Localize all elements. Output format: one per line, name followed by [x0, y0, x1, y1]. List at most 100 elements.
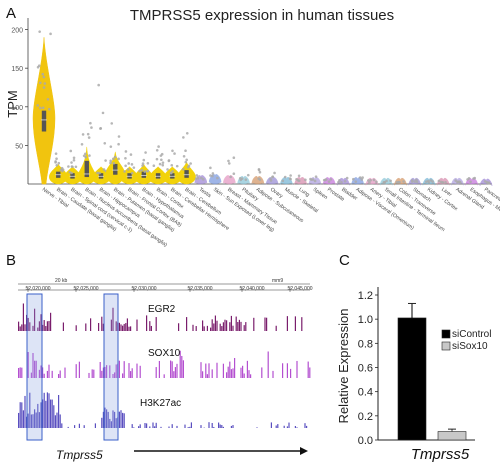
signal-bar — [205, 364, 206, 378]
outlier-point — [368, 181, 371, 184]
coordinate-label: 52,030,000 — [131, 286, 156, 292]
signal-bar — [124, 361, 125, 378]
outlier-point — [41, 73, 44, 76]
signal-bar — [236, 317, 237, 331]
violin-box — [113, 164, 117, 175]
outlier-point — [216, 177, 219, 180]
outlier-point — [114, 156, 117, 159]
signal-bar — [101, 317, 102, 331]
outlier-point — [369, 179, 372, 182]
outlier-point — [55, 164, 58, 167]
signal-bar — [277, 424, 278, 428]
outlier-point — [315, 175, 318, 178]
signal-bar — [208, 363, 209, 378]
signal-bar — [296, 361, 297, 378]
outlier-point — [61, 170, 64, 173]
signal-bar — [247, 361, 248, 378]
signal-bar — [207, 326, 208, 331]
signal-bar — [172, 361, 173, 378]
signal-bar — [146, 423, 147, 428]
chart-c-ytick-label: 1.0 — [358, 314, 373, 326]
signal-bar — [74, 425, 75, 428]
signal-bar — [52, 400, 53, 428]
signal-bar — [226, 320, 227, 331]
signal-bar — [232, 368, 233, 378]
chart-a-xtick-label: Spleen — [312, 187, 329, 201]
signal-bar — [45, 401, 46, 428]
signal-bar — [229, 322, 230, 331]
signal-bar — [48, 393, 49, 428]
panel-letter-c: C — [339, 252, 350, 269]
signal-bar — [130, 371, 131, 378]
signal-bar — [213, 427, 214, 428]
chart-c-ytick-label: 0.2 — [358, 411, 373, 423]
signal-bar — [132, 424, 133, 428]
outlier-point — [425, 180, 428, 183]
signal-bar — [176, 364, 177, 378]
outlier-point — [48, 108, 51, 111]
signal-bar — [290, 369, 291, 378]
outlier-point — [104, 159, 107, 162]
chart-c-ytick-label: 0.0 — [358, 435, 373, 447]
outlier-point — [233, 172, 236, 175]
signal-bar — [21, 402, 22, 428]
signal-bar — [24, 396, 25, 428]
signal-bar — [272, 371, 273, 378]
signal-bar — [240, 368, 241, 378]
signal-bar — [191, 422, 192, 428]
outlier-point — [227, 160, 230, 163]
signal-bar — [55, 415, 56, 428]
outlier-point — [75, 165, 78, 168]
signal-bar — [127, 318, 128, 331]
outlier-point — [273, 172, 276, 175]
outlier-point — [361, 178, 364, 181]
outlier-point — [131, 163, 134, 166]
signal-bar — [119, 361, 120, 378]
outlier-point — [162, 161, 165, 164]
outlier-point — [84, 153, 87, 156]
signal-bar — [136, 364, 137, 378]
outlier-point — [245, 178, 248, 181]
signal-bar — [212, 423, 213, 428]
signal-bar — [306, 426, 307, 428]
signal-bar — [232, 326, 233, 331]
outlier-point — [196, 174, 199, 177]
outlier-point — [49, 33, 52, 36]
signal-bar — [23, 410, 24, 428]
signal-bar — [200, 362, 201, 378]
outlier-point — [398, 181, 401, 184]
signal-bar — [53, 405, 54, 428]
signal-bar — [287, 426, 288, 428]
signal-bar — [186, 317, 187, 331]
signal-bar — [231, 316, 232, 331]
outlier-point — [39, 107, 42, 110]
signal-bar — [231, 369, 232, 378]
outlier-point — [71, 165, 74, 168]
scale-label: 20 kb — [55, 278, 67, 284]
outlier-point — [88, 154, 91, 157]
outlier-point — [186, 132, 189, 135]
signal-bar — [253, 318, 254, 331]
coordinate-label: 52,045,000 — [287, 286, 312, 292]
signal-bar — [140, 424, 141, 428]
outlier-point — [81, 143, 84, 146]
outlier-point — [441, 181, 444, 184]
outlier-point — [123, 170, 126, 173]
signal-bar — [20, 402, 21, 428]
signal-bar — [18, 413, 19, 428]
signal-bar — [266, 318, 267, 331]
signal-bar — [308, 362, 309, 378]
panel-letter-a: A — [6, 5, 16, 22]
signal-bar — [122, 373, 123, 378]
chart-c-ytick-label: 0.4 — [358, 387, 373, 399]
outlier-point — [142, 162, 145, 165]
outlier-point — [197, 177, 200, 180]
outlier-point — [73, 159, 76, 162]
chart-a-ytick-label: 150 — [11, 66, 23, 73]
outlier-point — [259, 178, 262, 181]
outlier-point — [153, 164, 156, 167]
signal-bar — [122, 413, 123, 428]
signal-bar — [202, 371, 203, 378]
signal-bar — [231, 426, 232, 428]
signal-bar — [220, 425, 221, 428]
